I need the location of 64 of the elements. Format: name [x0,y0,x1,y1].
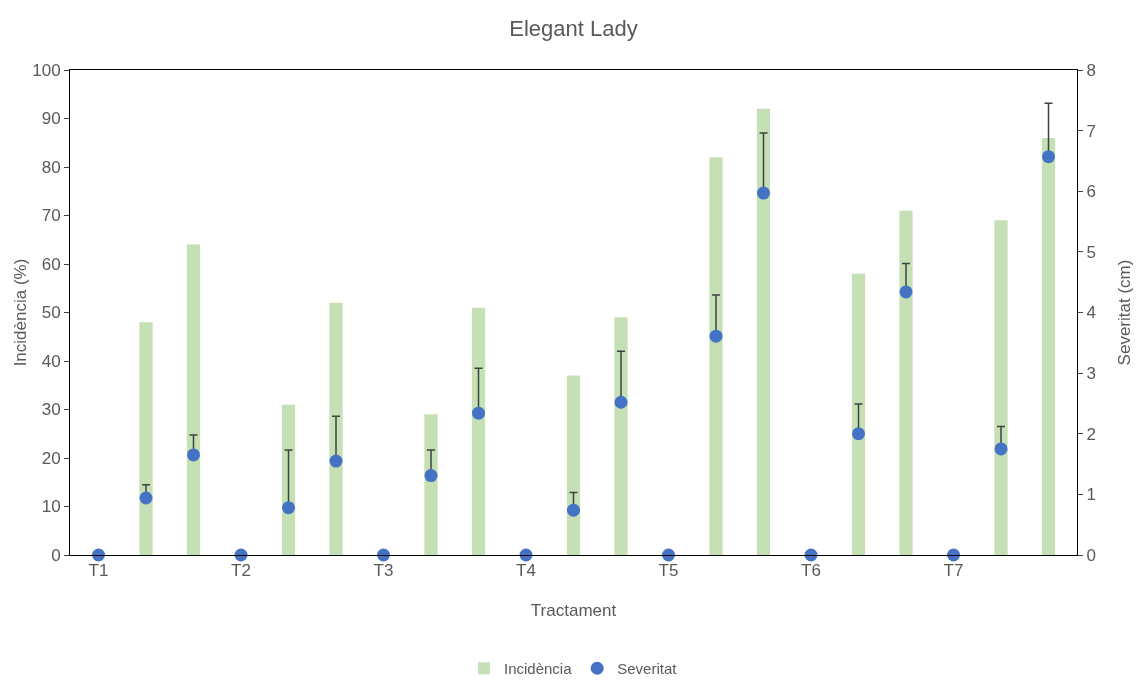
point [1042,150,1055,164]
y-tick-label: 50 [41,303,61,323]
y-tick-label: 20 [41,448,61,468]
point [614,395,628,409]
point [662,548,675,562]
y-tick-label: 10 [41,497,61,517]
y-tick-label: 0 [51,545,61,565]
y2-tick-label: 3 [1086,364,1096,384]
point [282,501,295,515]
point [567,503,580,517]
point [757,186,770,200]
bar [1041,137,1056,555]
y2-tick-label: 7 [1086,121,1096,141]
point [947,548,960,562]
y-tick-label: 70 [41,206,61,226]
bar [756,108,771,555]
y-axis-title: Incidència (%) [11,258,30,367]
bar [329,302,343,555]
point [377,548,390,562]
y2-tick-label: 8 [1086,60,1096,80]
y-tick-label: 40 [41,351,61,371]
point [709,329,723,343]
x-tick-label: T1 [88,561,109,581]
legend-label: Incidència [504,660,573,678]
x-tick-label: T5 [658,561,679,581]
point [139,491,153,505]
point [472,406,485,420]
legend-label: Severitat [617,660,678,678]
x-tick-label: T3 [373,561,394,581]
x-tick-label: T6 [801,561,821,581]
point [899,285,913,299]
chart-title: Elegant Lady [509,16,638,42]
bar [994,220,1008,555]
bar [709,157,723,555]
y-tick-label: 100 [32,60,61,80]
y2-tick-label: 2 [1086,424,1096,444]
bar [851,273,866,555]
bar [899,210,913,555]
bar [139,322,153,555]
x-axis-title: Tractament [530,601,617,620]
bar [614,317,628,555]
y2-tick-label: 1 [1086,485,1096,505]
point [187,448,200,462]
y-tick-label: 80 [41,157,61,177]
x-tick-label: T7 [943,561,964,581]
bar [186,244,201,555]
point [852,427,865,441]
x-tick-label: T4 [516,561,536,581]
y2-tick-label: 6 [1086,182,1096,202]
y2-axis-title: Severitat (cm) [1114,259,1134,366]
y-tick-label: 30 [41,400,61,420]
y2-tick-label: 4 [1086,303,1096,323]
y2-tick-label: 0 [1086,545,1096,565]
bar [471,307,486,555]
y-tick-label: 90 [41,109,61,129]
x-tick-label: T2 [231,561,251,581]
y-tick-label: 60 [41,254,61,274]
point [424,469,438,483]
point [92,548,105,562]
point [994,442,1008,456]
point [329,454,343,468]
y2-tick-label: 5 [1086,242,1096,262]
bar [566,375,581,555]
bar [424,414,438,555]
